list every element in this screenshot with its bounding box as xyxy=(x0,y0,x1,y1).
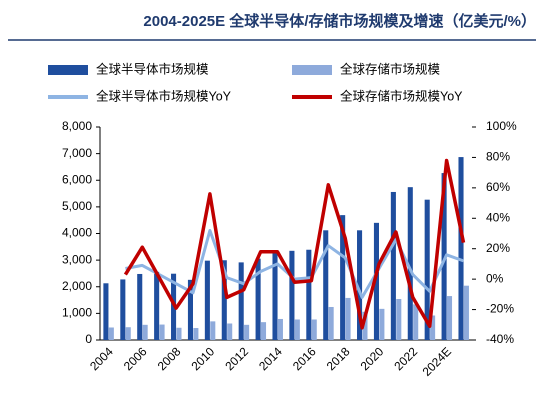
bar xyxy=(373,222,379,340)
x-tick-label: 2016 xyxy=(290,344,319,373)
y-tick-label: 1,000 xyxy=(62,306,92,320)
bar xyxy=(210,321,216,340)
x-tick-label: 2012 xyxy=(222,344,251,373)
bar xyxy=(430,315,436,340)
bar xyxy=(289,250,295,340)
x-tick-label: 2010 xyxy=(188,344,217,373)
y2-tick-label: -20% xyxy=(486,302,514,316)
bar xyxy=(306,249,312,340)
bar xyxy=(142,324,148,340)
bar xyxy=(424,199,430,340)
y-tick-label: 7,000 xyxy=(62,146,92,160)
bar xyxy=(362,311,368,340)
legend-label: 全球半导体市场规模 xyxy=(96,61,209,76)
x-tick-label: 2022 xyxy=(391,344,420,373)
bar xyxy=(255,258,261,340)
y-tick-label: 4,000 xyxy=(62,226,92,240)
y2-tick-label: 0% xyxy=(486,271,504,285)
bar xyxy=(379,308,385,340)
bar xyxy=(413,304,419,340)
chart-title: 2004-2025E 全球半导体/存储市场规模及增速（亿美元/%） xyxy=(143,12,536,30)
y2-tick-label: 60% xyxy=(486,180,510,194)
y2-tick-label: -40% xyxy=(486,332,514,346)
bar xyxy=(103,283,109,340)
x-tick-label: 2020 xyxy=(358,344,387,373)
bar xyxy=(244,324,250,340)
bar xyxy=(221,260,227,340)
legend-swatch xyxy=(292,65,332,75)
x-tick-label: 2004 xyxy=(87,344,116,373)
bar xyxy=(137,273,143,340)
bar xyxy=(193,328,199,340)
x-tick-label: 2014 xyxy=(256,344,285,373)
bar xyxy=(396,298,402,340)
bar xyxy=(407,187,413,340)
bar xyxy=(227,323,233,340)
bar xyxy=(390,191,396,340)
legend-label: 全球半导体市场规模YoY xyxy=(96,88,232,103)
bar xyxy=(345,297,351,340)
bar xyxy=(159,324,165,340)
bar xyxy=(294,319,300,340)
y2-tick-label: 20% xyxy=(486,241,510,255)
y-tick-label: 2,000 xyxy=(62,279,92,293)
bar xyxy=(311,319,317,340)
bar xyxy=(441,173,447,340)
x-tick-label: 2024E xyxy=(420,344,454,378)
y-tick-label: 8,000 xyxy=(62,119,92,133)
bar xyxy=(328,306,334,340)
y-tick-label: 0 xyxy=(85,332,92,346)
bar xyxy=(125,327,131,340)
bar xyxy=(272,250,278,340)
bar xyxy=(357,230,363,340)
bar xyxy=(176,327,182,340)
x-tick-label: 2018 xyxy=(324,344,353,373)
bar xyxy=(204,260,210,340)
x-tick-label: 2008 xyxy=(155,344,184,373)
y-tick-label: 3,000 xyxy=(62,252,92,266)
bar xyxy=(260,322,267,340)
y2-tick-label: 80% xyxy=(486,150,510,164)
y-tick-label: 6,000 xyxy=(62,172,92,186)
line xyxy=(123,158,466,330)
bar xyxy=(154,271,160,340)
bar xyxy=(277,318,283,340)
legend-label: 全球存储市场规模YoY xyxy=(340,88,463,103)
bar xyxy=(108,327,114,340)
legend-label: 全球存储市场规模 xyxy=(340,61,441,76)
y2-tick-label: 100% xyxy=(486,119,517,133)
y-tick-label: 5,000 xyxy=(62,199,92,213)
bar xyxy=(458,157,464,340)
bar xyxy=(446,296,453,340)
x-tick-label: 2006 xyxy=(121,344,150,373)
y2-tick-label: 40% xyxy=(486,210,510,224)
bar xyxy=(340,215,346,340)
bar xyxy=(463,285,469,340)
bar xyxy=(120,279,126,340)
legend-swatch xyxy=(48,65,88,75)
bar xyxy=(238,262,244,340)
bar xyxy=(187,279,193,340)
bar xyxy=(323,230,329,340)
